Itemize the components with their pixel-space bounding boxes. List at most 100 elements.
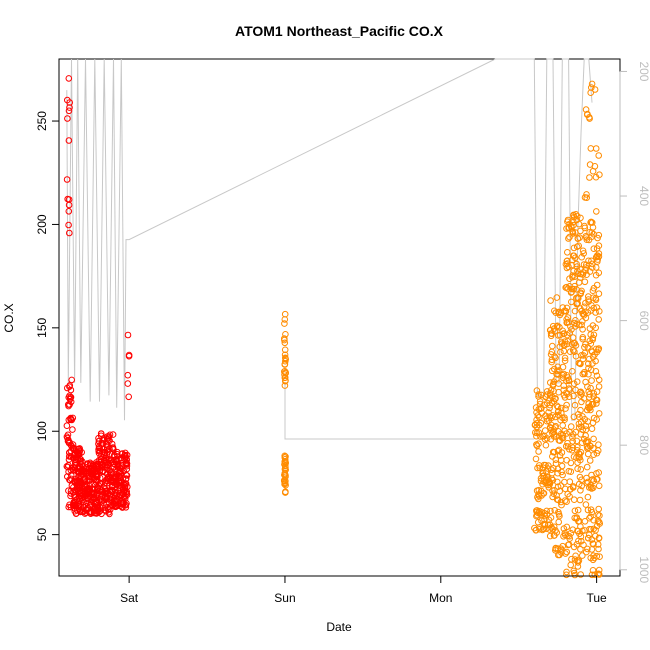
data-point [547, 507, 554, 515]
data-point [581, 416, 589, 423]
data-point [574, 212, 581, 220]
data-point [570, 285, 577, 293]
data-point [569, 368, 576, 375]
data-point [592, 296, 600, 304]
data-point [70, 445, 78, 453]
data-point [536, 464, 544, 472]
data-point [569, 483, 577, 490]
data-point [112, 477, 120, 485]
data-point [64, 115, 71, 122]
y2-tick-label: 200 [637, 61, 650, 81]
data-point [595, 152, 603, 159]
data-point [563, 498, 570, 506]
data-point [589, 322, 597, 329]
data-point [581, 527, 588, 534]
data-point [533, 511, 541, 519]
data-point [564, 337, 572, 345]
data-point [79, 486, 86, 493]
data-point [590, 245, 598, 252]
data-point [547, 330, 555, 337]
data-point [589, 401, 597, 408]
data-point [63, 422, 71, 430]
data-point [112, 495, 120, 503]
data-point [590, 390, 598, 397]
data-point [570, 392, 577, 400]
data-point [123, 457, 130, 464]
data-point [577, 227, 584, 235]
data-point [543, 415, 551, 422]
data-point [584, 493, 592, 501]
data-point [123, 488, 130, 496]
data-point [586, 484, 593, 491]
data-point [567, 468, 575, 476]
data-point [116, 472, 123, 480]
data-point [566, 329, 574, 337]
chart-title: ATOM1 Northeast_Pacific CO.X [235, 23, 444, 39]
data-point [588, 536, 596, 543]
data-point [595, 482, 603, 490]
data-point [592, 526, 599, 534]
data-point [67, 398, 75, 406]
data-point [573, 260, 580, 268]
data-point [578, 537, 585, 545]
data-point [572, 342, 580, 349]
data-point [67, 394, 74, 401]
data-point [570, 380, 578, 388]
data-point [560, 370, 568, 378]
x-tick-label: Sat [120, 591, 139, 605]
data-point [589, 567, 597, 574]
data-point [547, 332, 555, 340]
data-point [86, 508, 94, 516]
data-point [566, 493, 573, 500]
data-point [535, 393, 542, 400]
data-point [95, 440, 102, 448]
data-point [595, 242, 603, 249]
data-point [63, 176, 71, 183]
data-point [595, 545, 602, 553]
data-point [584, 450, 592, 458]
y-tick-label: 200 [35, 214, 49, 234]
data-point [537, 433, 544, 440]
data-point [85, 491, 93, 499]
data-point [568, 256, 576, 264]
y-tick-label: 100 [35, 421, 49, 441]
data-point [558, 501, 565, 509]
data-point [538, 492, 545, 499]
data-point [99, 467, 107, 475]
data-point [570, 212, 577, 219]
data-point [538, 409, 546, 417]
data-point [596, 512, 603, 519]
data-point [595, 250, 603, 257]
data-point [543, 511, 551, 518]
data-point [575, 557, 583, 564]
data-point [281, 471, 288, 479]
data-point [577, 214, 584, 222]
data-point [552, 309, 560, 317]
data-point [582, 501, 590, 508]
data-point [122, 501, 129, 509]
data-point [546, 532, 554, 540]
data-point [561, 357, 569, 365]
data-point [573, 243, 581, 250]
data-point [114, 461, 121, 468]
data-point [585, 257, 592, 265]
data-point [564, 216, 572, 224]
data-point [595, 345, 603, 352]
data-point [542, 441, 550, 449]
data-point [592, 145, 600, 152]
data-point [563, 401, 570, 409]
data-point [113, 458, 121, 465]
data-point [581, 222, 588, 230]
y2-axis: 200 400 600 800 1000 [619, 61, 650, 583]
y-axis: 50 100 150 200 250 [35, 111, 60, 541]
data-point [579, 310, 587, 318]
data-point [587, 340, 595, 348]
data-point [551, 507, 559, 514]
data-point [549, 476, 557, 484]
data-point [542, 461, 549, 469]
data-point [595, 566, 603, 574]
data-point [112, 502, 119, 510]
data-point [75, 473, 82, 480]
data-point [579, 334, 587, 341]
y-axis-label: CO.X [2, 303, 16, 332]
